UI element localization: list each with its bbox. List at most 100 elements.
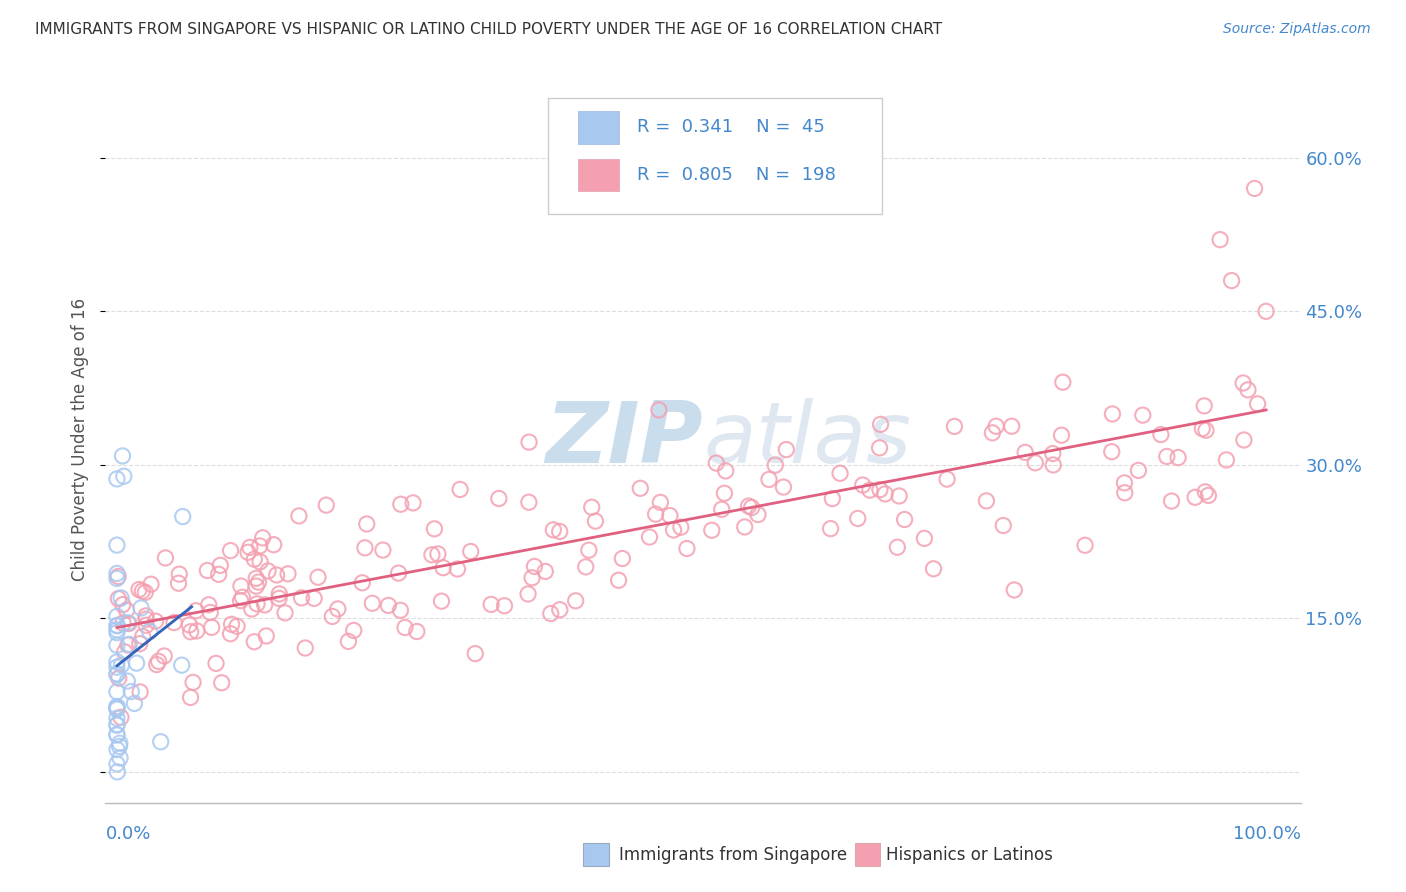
Point bbox=[846, 511, 869, 525]
Point bbox=[1194, 484, 1216, 499]
Point bbox=[269, 587, 291, 601]
Point bbox=[936, 472, 959, 486]
Point bbox=[200, 606, 222, 620]
Point bbox=[105, 655, 128, 669]
Point bbox=[111, 598, 134, 612]
Point bbox=[662, 523, 685, 537]
Point bbox=[145, 657, 167, 672]
Point bbox=[628, 481, 651, 495]
Point bbox=[105, 742, 128, 756]
Point bbox=[1050, 428, 1073, 442]
Point bbox=[149, 735, 172, 749]
Point bbox=[1191, 422, 1213, 436]
Point bbox=[993, 518, 1015, 533]
Point bbox=[583, 514, 606, 528]
Point bbox=[741, 500, 763, 515]
Point bbox=[548, 524, 571, 539]
Point bbox=[108, 751, 131, 765]
Point bbox=[105, 618, 128, 632]
Point bbox=[869, 483, 891, 497]
Point bbox=[612, 551, 634, 566]
Point bbox=[197, 564, 219, 578]
Point bbox=[135, 608, 157, 623]
Point bbox=[105, 667, 128, 681]
Point bbox=[1114, 485, 1136, 500]
Point bbox=[638, 530, 661, 544]
Point bbox=[105, 472, 128, 486]
Point bbox=[1132, 408, 1154, 422]
Point bbox=[117, 615, 139, 630]
Point bbox=[423, 522, 446, 536]
Point bbox=[981, 425, 1004, 440]
Y-axis label: Child Poverty Under the Age of 16: Child Poverty Under the Age of 16 bbox=[72, 298, 90, 581]
Text: Immigrants from Singapore: Immigrants from Singapore bbox=[619, 846, 846, 863]
Point bbox=[221, 617, 243, 632]
Point bbox=[1014, 445, 1036, 459]
Point bbox=[105, 538, 128, 552]
Point bbox=[108, 739, 131, 754]
Point bbox=[105, 700, 128, 714]
Point bbox=[889, 489, 911, 503]
Point bbox=[247, 575, 270, 590]
Point bbox=[105, 717, 128, 731]
Point bbox=[179, 618, 201, 632]
Point bbox=[426, 547, 449, 561]
Point bbox=[105, 685, 128, 699]
Point bbox=[648, 402, 671, 417]
Point bbox=[488, 491, 510, 506]
Point bbox=[294, 640, 316, 655]
Point bbox=[869, 417, 891, 432]
Point bbox=[1184, 491, 1206, 505]
Point bbox=[274, 606, 297, 620]
Point bbox=[129, 685, 152, 699]
Point bbox=[107, 591, 129, 606]
Point bbox=[377, 599, 399, 613]
Point bbox=[245, 579, 267, 593]
Point bbox=[105, 572, 128, 586]
Point bbox=[205, 657, 228, 671]
Point bbox=[1232, 376, 1254, 390]
Point bbox=[704, 456, 727, 470]
Point bbox=[120, 684, 142, 698]
Point bbox=[1237, 383, 1260, 397]
Point bbox=[354, 541, 377, 555]
Point bbox=[110, 658, 132, 673]
Point bbox=[321, 609, 343, 624]
Point bbox=[105, 699, 128, 714]
Point bbox=[219, 543, 242, 558]
Point bbox=[387, 566, 409, 580]
Point bbox=[1101, 444, 1123, 458]
Point bbox=[105, 764, 128, 779]
Point bbox=[253, 598, 276, 612]
Point bbox=[1254, 304, 1277, 318]
Point bbox=[180, 690, 202, 705]
Text: Source: ZipAtlas.com: Source: ZipAtlas.com bbox=[1223, 22, 1371, 37]
Point bbox=[1243, 181, 1265, 195]
Text: 100.0%: 100.0% bbox=[1233, 825, 1301, 843]
Point bbox=[105, 756, 128, 771]
Point bbox=[249, 539, 271, 553]
Point bbox=[869, 441, 891, 455]
Point bbox=[361, 596, 384, 610]
Point bbox=[138, 624, 160, 639]
Point bbox=[184, 604, 207, 618]
Point bbox=[267, 591, 290, 606]
Point bbox=[105, 566, 128, 581]
Point bbox=[543, 523, 565, 537]
Point bbox=[922, 562, 945, 576]
Point bbox=[231, 591, 253, 605]
Point bbox=[219, 626, 242, 640]
Point bbox=[420, 548, 443, 562]
Point bbox=[131, 630, 153, 644]
Point bbox=[246, 597, 269, 611]
Point bbox=[125, 656, 148, 670]
Point bbox=[211, 675, 233, 690]
Point bbox=[548, 603, 571, 617]
Point bbox=[1192, 399, 1215, 413]
Point bbox=[107, 569, 129, 583]
Text: Hispanics or Latinos: Hispanics or Latinos bbox=[886, 846, 1053, 863]
Point bbox=[1246, 397, 1268, 411]
Point bbox=[830, 467, 852, 481]
Point bbox=[257, 564, 280, 578]
Point bbox=[1101, 407, 1123, 421]
